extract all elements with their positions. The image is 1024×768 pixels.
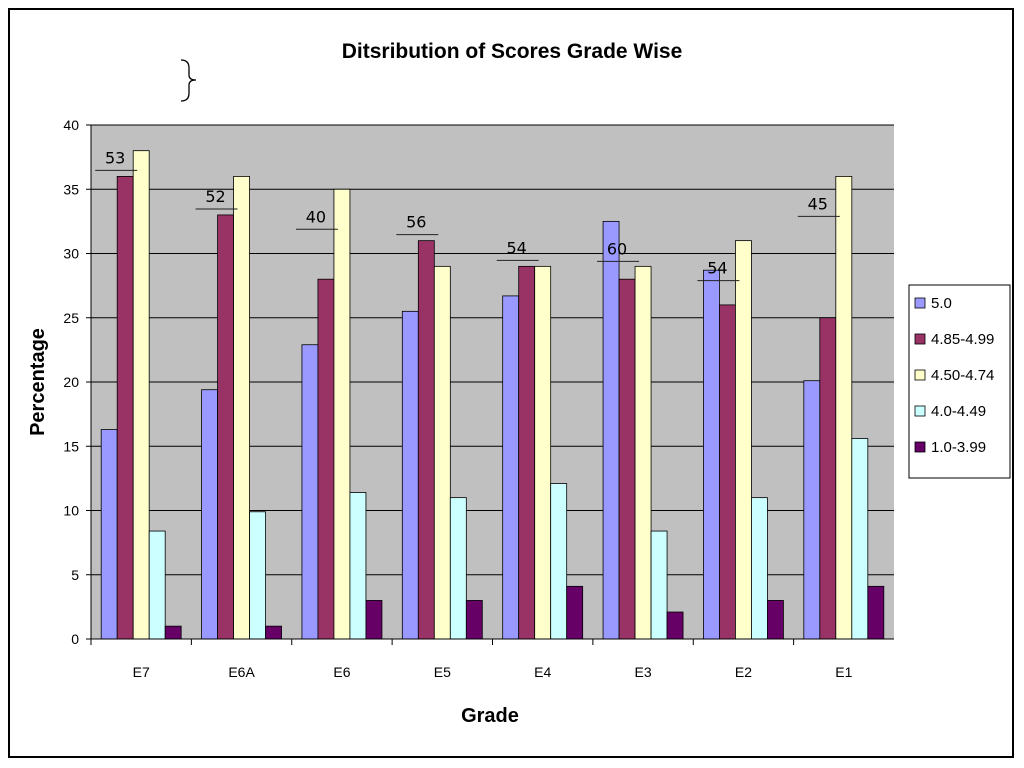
annotations: 53 52 40 56 54 60 54 45: [95, 148, 840, 282]
bar: [317, 278, 335, 640]
legend-swatch: [914, 333, 926, 345]
brace-icon: [180, 59, 197, 102]
annotation-label: 53: [105, 148, 125, 167]
legend-label: 4.0-4.49: [931, 403, 986, 420]
bar: [634, 265, 652, 640]
bar: [803, 380, 821, 640]
y-tick-label: 15: [63, 438, 79, 454]
x-tick-label: E5: [434, 664, 451, 680]
annotation-label: 52: [205, 187, 225, 206]
annotation-label: 54: [707, 259, 727, 278]
annotation-label: 56: [406, 213, 426, 232]
x-tick-label: E3: [635, 664, 652, 680]
axes: 0 5 10 15 20 25 30 35 40 E7 E6A E6 E5 E4 E3 E2 E1: [63, 117, 894, 680]
bar: [301, 344, 319, 640]
bar: [233, 175, 250, 640]
y-tick-label: 25: [63, 310, 79, 326]
bar: [116, 175, 134, 640]
x-tick-label: E6A: [228, 664, 255, 680]
bar: [164, 625, 182, 640]
bar: [265, 625, 282, 640]
bar: [550, 483, 568, 640]
bar: [417, 240, 435, 640]
bar: [835, 175, 853, 640]
bar: [819, 317, 837, 640]
annotation-label: 45: [808, 194, 828, 213]
bar: [703, 269, 720, 640]
bar: [566, 585, 584, 640]
bar: [751, 497, 768, 640]
x-tick-label: E2: [735, 664, 752, 680]
x-tick-label: E4: [534, 664, 551, 680]
bar: [867, 585, 885, 640]
x-tick-label: E6: [333, 664, 350, 680]
y-tick-label: 0: [71, 631, 79, 647]
bar: [249, 511, 266, 640]
bar: [349, 492, 367, 640]
bar: [132, 150, 150, 640]
y-axis-title: Percentage: [27, 328, 49, 436]
legend-label: 4.85-4.99: [931, 331, 994, 348]
bar: [851, 438, 869, 640]
bar: [735, 240, 752, 640]
bar: [518, 265, 536, 640]
bar: [465, 600, 483, 640]
bar: [148, 530, 166, 640]
x-tick-label: E1: [835, 664, 852, 680]
legend-label: 1.0-3.99: [931, 439, 986, 456]
annotation-label: 60: [607, 239, 627, 258]
bar: [217, 214, 234, 640]
bar: [666, 611, 684, 640]
bar: [650, 530, 668, 640]
chart-title: Ditsribution of Scores Grade Wise: [342, 40, 683, 63]
y-tick-label: 20: [63, 374, 79, 390]
y-tick-label: 35: [63, 181, 79, 197]
bars: [100, 150, 885, 640]
bar: [602, 220, 620, 640]
y-tick-label: 40: [63, 117, 79, 133]
bar: [100, 429, 118, 640]
bar: [502, 295, 520, 640]
bar: [433, 265, 451, 640]
x-axis-title: Grade: [461, 705, 519, 727]
bar: [449, 497, 467, 640]
bar: [767, 600, 784, 640]
legend-swatch: [914, 369, 926, 381]
legend-swatch: [914, 405, 926, 417]
bar: [401, 310, 419, 640]
annotation-label: 40: [306, 207, 326, 226]
legend-box: [908, 284, 1011, 479]
bar: [618, 278, 636, 640]
x-tick-label: E7: [133, 664, 150, 680]
annotation-label: 54: [507, 238, 527, 257]
bar: [534, 265, 552, 640]
legend-swatch: [914, 297, 926, 309]
legend-label: 5.0: [931, 295, 952, 312]
legend-label: 4.50-4.74: [931, 367, 994, 384]
slide-frame: [8, 8, 1014, 758]
y-tick-label: 30: [63, 246, 79, 262]
legend-swatch: [914, 441, 926, 453]
bar: [719, 304, 736, 640]
legend: 5.0 4.85-4.99 4.50-4.74 4.0-4.49 1.0-3.99: [908, 284, 1011, 479]
bar: [365, 600, 383, 640]
y-tick-label: 5: [71, 567, 79, 583]
bar: [201, 389, 218, 640]
bar: [333, 188, 351, 640]
y-tick-label: 10: [63, 503, 79, 519]
